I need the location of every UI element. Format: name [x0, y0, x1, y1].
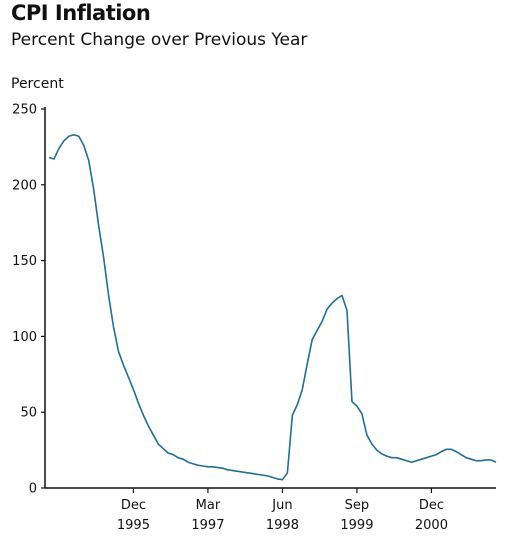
x-tick-label-month: Dec — [419, 498, 444, 513]
x-tick-label-month: Dec — [121, 498, 146, 513]
x-ticks: Dec 1995 Mar 1997 Jun 1998 Sep 1999 Dec 2000 — [117, 488, 448, 533]
y-ticks: 0 50 100 150 200 250 — [12, 103, 45, 497]
x-tick-label-month: Sep — [345, 498, 370, 513]
y-tick-label: 0 — [29, 482, 37, 497]
x-tick-label-year: 2000 — [415, 518, 448, 533]
x-tick-label-year: 1999 — [340, 518, 373, 533]
series-group — [48, 133, 497, 481]
x-tick-label-year: 1998 — [266, 518, 299, 533]
series-line — [48, 133, 497, 481]
y-tick-label: 150 — [12, 254, 37, 269]
chart-subtitle: Percent Change over Previous Year — [11, 30, 308, 50]
axes — [44, 107, 496, 489]
x-tick-label-year: 1995 — [117, 518, 150, 533]
x-tick-label-year: 1997 — [191, 518, 224, 533]
y-tick-label: 200 — [12, 178, 37, 193]
chart-title: CPI Inflation — [11, 1, 151, 25]
y-tick-label: 50 — [20, 406, 37, 421]
x-tick-label-month: Mar — [196, 498, 221, 513]
y-tick-label: 250 — [12, 103, 37, 118]
x-tick-label-month: Jun — [271, 498, 292, 513]
y-axis-label: Percent — [11, 76, 64, 92]
y-tick-label: 100 — [12, 330, 37, 345]
